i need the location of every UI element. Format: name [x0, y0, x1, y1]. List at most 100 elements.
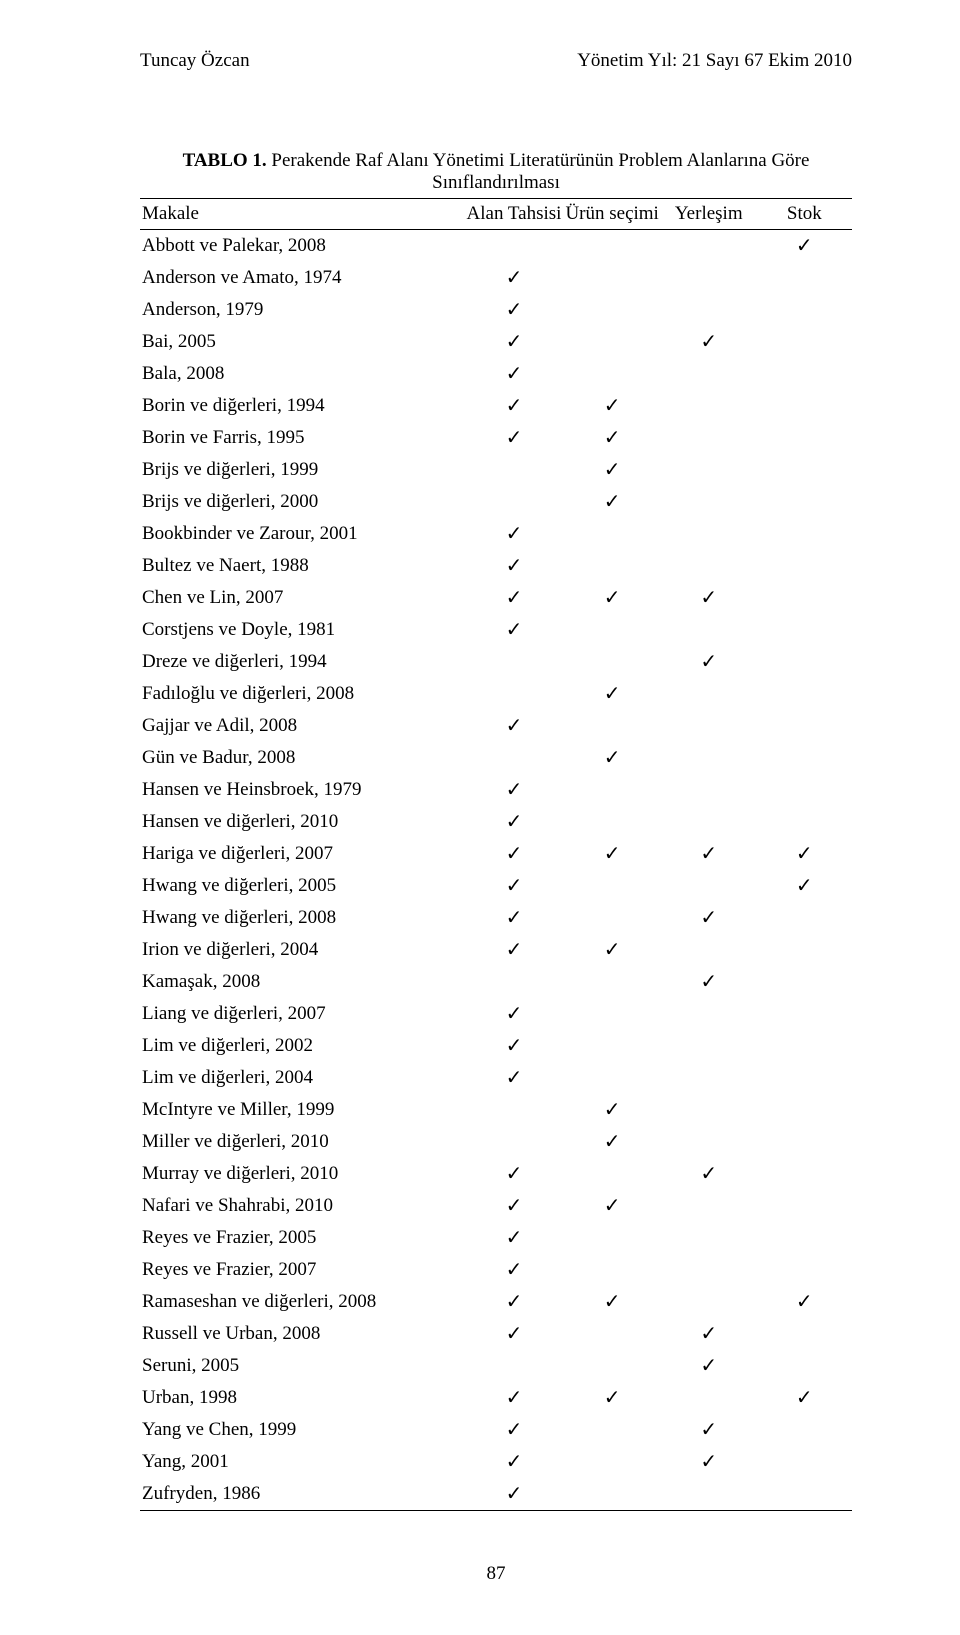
table-row: Nafari ve Shahrabi, 2010✓✓ — [140, 1190, 852, 1222]
cell-mark: ✓ — [563, 1382, 660, 1414]
cell-mark — [757, 1158, 852, 1190]
cell-mark — [465, 230, 564, 263]
cell-mark: ✓ — [661, 838, 757, 870]
col-header-alan: Alan Tahsisi — [465, 199, 564, 230]
cell-makale: Anderson, 1979 — [140, 294, 465, 326]
cell-mark: ✓ — [465, 1030, 564, 1062]
cell-mark — [563, 294, 660, 326]
cell-mark — [563, 550, 660, 582]
table-row: Yang, 2001✓✓ — [140, 1446, 852, 1478]
cell-mark: ✓ — [465, 1382, 564, 1414]
cell-makale: Hansen ve diğerleri, 2010 — [140, 806, 465, 838]
cell-makale: Reyes ve Frazier, 2005 — [140, 1222, 465, 1254]
table-row: Bookbinder ve Zarour, 2001✓ — [140, 518, 852, 550]
table-title-text: Perakende Raf Alanı Yönetimi Literatürün… — [267, 150, 810, 193]
cell-mark — [757, 1126, 852, 1158]
cell-mark: ✓ — [661, 1318, 757, 1350]
cell-mark — [465, 454, 564, 486]
cell-mark: ✓ — [757, 230, 852, 263]
table-row: Gajjar ve Adil, 2008✓ — [140, 710, 852, 742]
cell-makale: Hwang ve diğerleri, 2005 — [140, 870, 465, 902]
cell-mark — [563, 1030, 660, 1062]
table-header-row: Makale Alan Tahsisi Ürün seçimi Yerleşim… — [140, 199, 852, 230]
cell-makale: Bai, 2005 — [140, 326, 465, 358]
cell-mark — [661, 454, 757, 486]
cell-mark — [757, 1318, 852, 1350]
cell-mark — [757, 422, 852, 454]
cell-mark — [465, 646, 564, 678]
table-row: Borin ve diğerleri, 1994✓✓ — [140, 390, 852, 422]
cell-mark: ✓ — [465, 1062, 564, 1094]
cell-mark: ✓ — [563, 422, 660, 454]
cell-mark — [661, 870, 757, 902]
cell-makale: Borin ve Farris, 1995 — [140, 422, 465, 454]
cell-makale: Brijs ve diğerleri, 1999 — [140, 454, 465, 486]
cell-mark: ✓ — [563, 486, 660, 518]
cell-mark — [757, 582, 852, 614]
cell-mark — [563, 870, 660, 902]
table-label: TABLO 1. — [183, 150, 267, 171]
table-row: Lim ve diğerleri, 2004✓ — [140, 1062, 852, 1094]
cell-mark: ✓ — [465, 998, 564, 1030]
cell-mark — [757, 1190, 852, 1222]
cell-mark — [563, 902, 660, 934]
table-row: McIntyre ve Miller, 1999✓ — [140, 1094, 852, 1126]
cell-mark: ✓ — [563, 1126, 660, 1158]
cell-mark: ✓ — [465, 1446, 564, 1478]
cell-mark: ✓ — [563, 1286, 660, 1318]
cell-mark: ✓ — [661, 1414, 757, 1446]
cell-mark: ✓ — [465, 710, 564, 742]
cell-mark: ✓ — [465, 294, 564, 326]
cell-mark: ✓ — [757, 1286, 852, 1318]
cell-mark — [661, 1254, 757, 1286]
cell-mark — [757, 1350, 852, 1382]
cell-makale: Dreze ve diğerleri, 1994 — [140, 646, 465, 678]
cell-mark: ✓ — [465, 1286, 564, 1318]
cell-mark — [757, 326, 852, 358]
cell-mark: ✓ — [661, 1446, 757, 1478]
table-row: Brijs ve diğerleri, 2000✓ — [140, 486, 852, 518]
cell-mark — [465, 1126, 564, 1158]
cell-mark: ✓ — [563, 1094, 660, 1126]
cell-mark: ✓ — [563, 1190, 660, 1222]
cell-mark — [563, 326, 660, 358]
cell-mark — [661, 774, 757, 806]
cell-mark — [757, 550, 852, 582]
cell-makale: Nafari ve Shahrabi, 2010 — [140, 1190, 465, 1222]
cell-makale: Hwang ve diğerleri, 2008 — [140, 902, 465, 934]
cell-makale: Zufryden, 1986 — [140, 1478, 465, 1511]
cell-mark — [563, 646, 660, 678]
cell-mark — [661, 390, 757, 422]
cell-mark — [563, 358, 660, 390]
cell-mark — [563, 262, 660, 294]
header-journal: Yönetim Yıl: 21 Sayı 67 Ekim 2010 — [577, 50, 852, 72]
cell-mark — [757, 294, 852, 326]
cell-makale: Gajjar ve Adil, 2008 — [140, 710, 465, 742]
table-row: Irion ve diğerleri, 2004✓✓ — [140, 934, 852, 966]
cell-mark — [661, 486, 757, 518]
cell-makale: Yang ve Chen, 1999 — [140, 1414, 465, 1446]
cell-makale: Chen ve Lin, 2007 — [140, 582, 465, 614]
cell-makale: Abbott ve Palekar, 2008 — [140, 230, 465, 263]
cell-mark — [563, 774, 660, 806]
table-row: Ramaseshan ve diğerleri, 2008✓✓✓ — [140, 1286, 852, 1318]
col-header-yerlesim: Yerleşim — [661, 199, 757, 230]
cell-mark: ✓ — [465, 262, 564, 294]
cell-mark — [563, 614, 660, 646]
cell-mark — [757, 806, 852, 838]
cell-mark: ✓ — [465, 614, 564, 646]
cell-mark — [757, 390, 852, 422]
cell-mark: ✓ — [465, 806, 564, 838]
cell-mark: ✓ — [465, 1254, 564, 1286]
cell-makale: Fadıloğlu ve diğerleri, 2008 — [140, 678, 465, 710]
cell-makale: Gün ve Badur, 2008 — [140, 742, 465, 774]
cell-makale: Bala, 2008 — [140, 358, 465, 390]
table-row: Hansen ve diğerleri, 2010✓ — [140, 806, 852, 838]
table-row: Fadıloğlu ve diğerleri, 2008✓ — [140, 678, 852, 710]
cell-mark — [757, 1414, 852, 1446]
cell-mark — [563, 806, 660, 838]
cell-makale: Lim ve diğerleri, 2004 — [140, 1062, 465, 1094]
cell-makale: Irion ve diğerleri, 2004 — [140, 934, 465, 966]
cell-mark: ✓ — [563, 454, 660, 486]
col-header-makale: Makale — [140, 199, 465, 230]
